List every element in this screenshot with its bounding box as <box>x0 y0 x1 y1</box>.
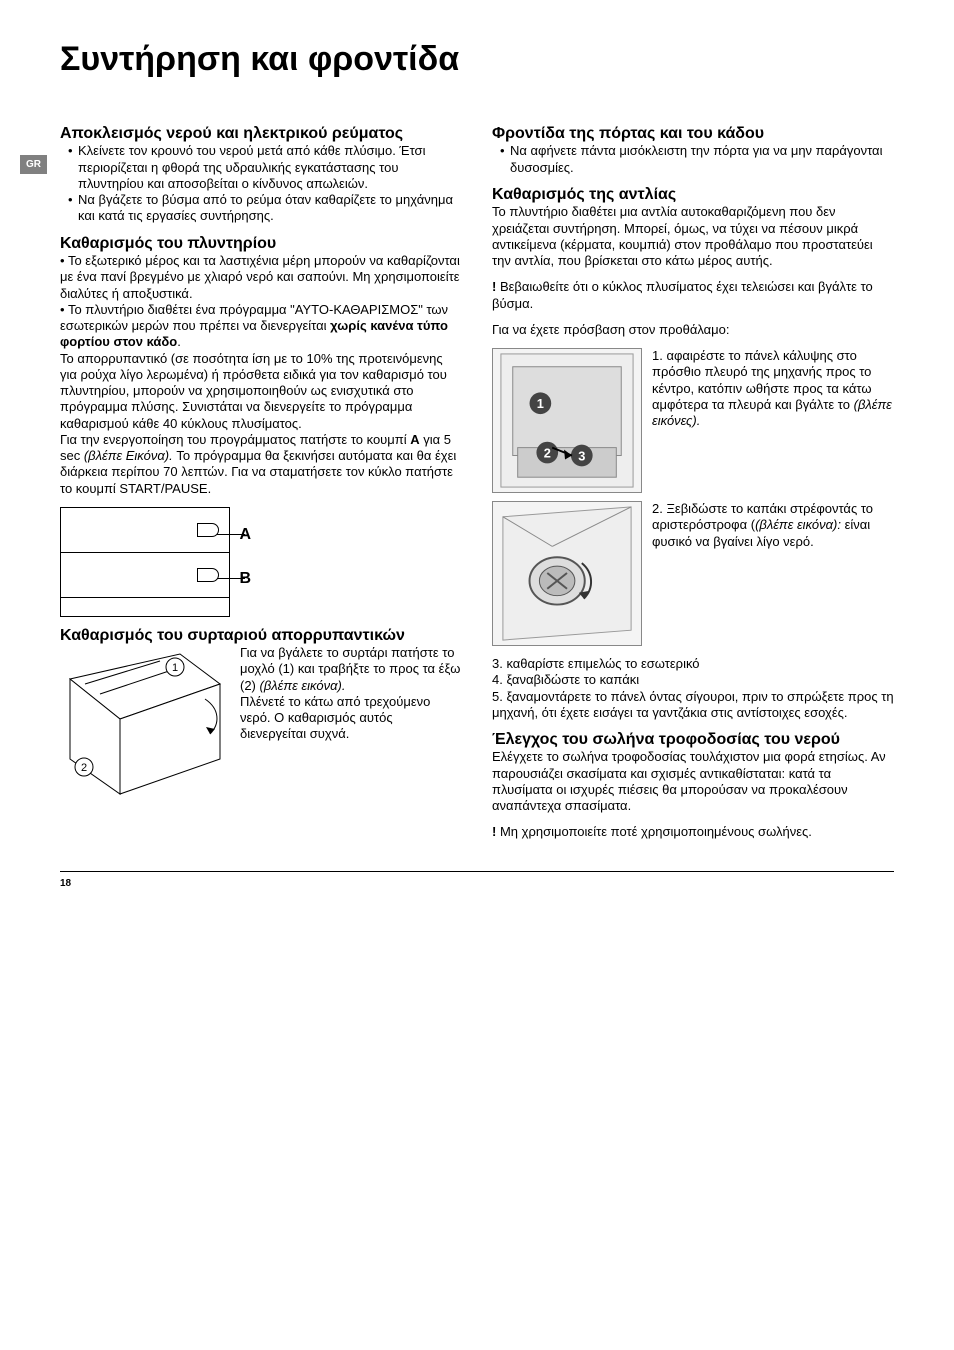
label-b: B <box>239 570 251 588</box>
label-a: A <box>239 526 251 544</box>
content-columns: Αποκλεισμός νερού και ηλεκτρικού ρεύματο… <box>60 119 894 841</box>
heading-door: Φροντίδα της πόρτας και του κάδου <box>492 125 894 143</box>
diagram-ab-panel: A B <box>60 507 230 617</box>
left-column: Αποκλεισμός νερού και ηλεκτρικού ρεύματο… <box>60 119 462 841</box>
step-3-text: 3. καθαρίστε επιμελώς το εσωτερικό <box>492 656 894 672</box>
warning: ! Μη χρησιμοποιείτε ποτέ χρησιμοποιημένο… <box>492 824 894 840</box>
warning: ! Βεβαιωθείτε ότι ο κύκλος πλυσίματος έχ… <box>492 279 894 312</box>
photo-panel-removal: 1 2 3 <box>492 348 642 493</box>
drawer-label-2: 2 <box>81 762 87 774</box>
step-5-text: 5. ξαναμοντάρετε το πάνελ όντας σίγουροι… <box>492 689 894 722</box>
photo-cap-unscrew <box>492 501 642 646</box>
paragraph: Για την ενεργοποίηση του προγράμματος πα… <box>60 432 462 497</box>
paragraph: Το πλυντήριο διαθέτει μια αντλία αυτοκαθ… <box>492 204 894 269</box>
paragraph: Ελέγχετε το σωλήνα τροφοδοσίας τουλάχιστ… <box>492 749 894 814</box>
heading-pump: Καθαρισμός της αντλίας <box>492 186 894 204</box>
heading-water-power: Αποκλεισμός νερού και ηλεκτρικού ρεύματο… <box>60 125 462 143</box>
page-number: 18 <box>60 878 71 889</box>
drawer-label-1: 1 <box>172 662 178 674</box>
paragraph: Πλένετέ το κάτω από τρεχούμενο νερό. Ο κ… <box>240 694 462 743</box>
paragraph: Για να έχετε πρόσβαση στον προθάλαμο: <box>492 322 894 338</box>
right-column: Φροντίδα της πόρτας και του κάδου Να αφή… <box>492 119 894 841</box>
heading-hose: Έλεγχος του σωλήνα τροφοδοσίας του νερού <box>492 731 894 749</box>
list-item: Κλείνετε τον κρουνό του νερού μετά από κ… <box>68 143 462 192</box>
page-footer: 18 <box>60 871 894 889</box>
list-item: Να βγάζετε το βύσμα από το ρεύμα όταν κα… <box>68 192 462 225</box>
svg-text:2: 2 <box>544 446 551 461</box>
paragraph: Για να βγάλετε το συρτάρι πατήστε το μοχ… <box>240 645 462 694</box>
step-4-text: 4. ξαναβιδώστε το καπάκι <box>492 672 894 688</box>
paragraph: • Το εξωτερικό μέρος και τα λαστιχένια μ… <box>60 253 462 351</box>
diagram-detergent-drawer: 1 2 <box>60 649 230 804</box>
heading-cleaning: Καθαρισμός του πλυντηρίου <box>60 235 462 253</box>
list-item: Να αφήνετε πάντα μισόκλειστη την πόρτα γ… <box>500 143 894 176</box>
svg-text:3: 3 <box>578 448 585 463</box>
step-2-text: 2. Ξεβιδώστε το καπάκι στρέφοντάς το αρι… <box>652 501 894 550</box>
page-title: Συντήρηση και φροντίδα <box>60 40 894 79</box>
heading-drawer: Καθαρισμός του συρταριού απορρυπαντικών <box>60 627 462 645</box>
language-tab: GR <box>20 155 47 174</box>
step-1-text: 1. αφαιρέστε το πάνελ κάλυψης στο πρόσθι… <box>652 348 894 429</box>
svg-text:1: 1 <box>537 396 544 411</box>
paragraph: Το απορρυπαντικό (σε ποσότητα ίση με το … <box>60 351 462 432</box>
